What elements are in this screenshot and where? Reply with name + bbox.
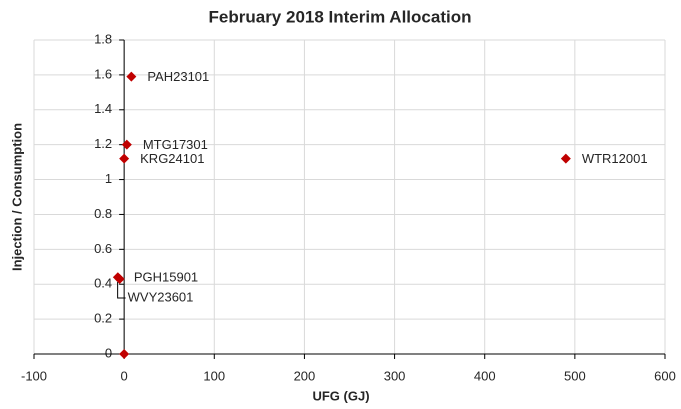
- point: [119, 349, 130, 359]
- y-tick-label: 0.2: [94, 311, 112, 326]
- x-tick-label: 400: [474, 368, 496, 383]
- data-label: PGH15901: [134, 270, 198, 285]
- y-axis-title: Injection / Consumption: [9, 123, 24, 271]
- x-tick-label: 0: [121, 368, 128, 383]
- data-label: WTR12001: [582, 151, 648, 166]
- y-tick-label: 1.6: [94, 66, 112, 81]
- x-tick-label: 600: [654, 368, 676, 383]
- y-tick-label: 1.8: [94, 31, 112, 46]
- y-tick-label: 1.2: [94, 136, 112, 151]
- data-label: PAH23101: [147, 69, 209, 84]
- x-tick-label: 200: [294, 368, 316, 383]
- y-tick-label: 0.4: [94, 276, 112, 291]
- y-tick-label: 1: [105, 171, 112, 186]
- data-label: WVY23601: [128, 289, 194, 304]
- y-tick-label: 0.6: [94, 241, 112, 256]
- y-tick-label: 0: [105, 345, 112, 360]
- data-label: KRG24101: [140, 151, 204, 166]
- point: [114, 273, 125, 284]
- y-tick-label: 1.4: [94, 101, 112, 116]
- point: [126, 71, 137, 82]
- leader-line: [117, 281, 126, 299]
- chart-title: February 2018 Interim Allocation: [209, 7, 472, 26]
- point: [560, 153, 571, 164]
- x-tick-label: 300: [384, 368, 406, 383]
- point: [121, 139, 132, 150]
- x-axis-title: UFG (GJ): [312, 388, 369, 403]
- y-tick-label: 0.8: [94, 206, 112, 221]
- point: [119, 153, 130, 164]
- x-tick-label: -100: [21, 368, 47, 383]
- x-tick-label: 100: [203, 368, 225, 383]
- data-label: MTG17301: [143, 137, 208, 152]
- x-tick-label: 500: [564, 368, 586, 383]
